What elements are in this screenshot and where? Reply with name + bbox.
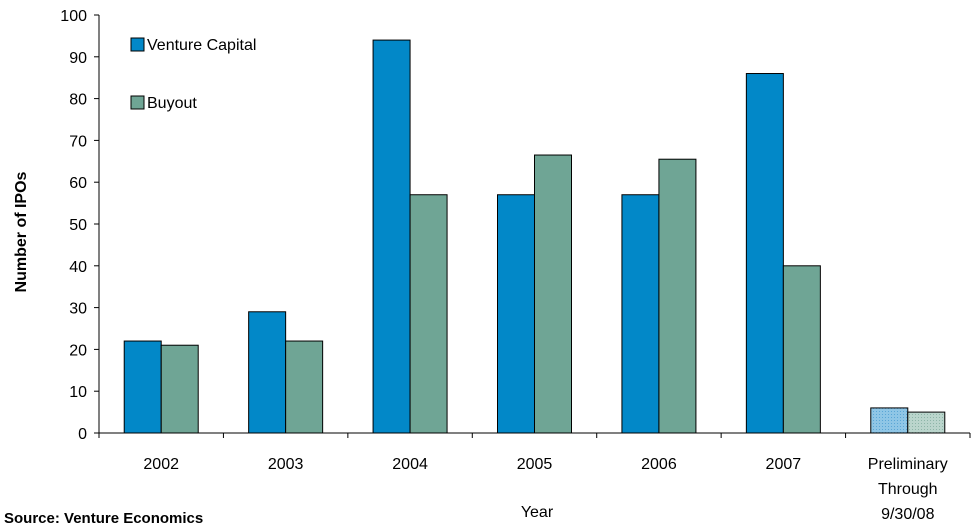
bar-venture-capital-3 (497, 194, 535, 434)
bar-buyout-0 (160, 344, 199, 434)
bar-venture-capital-1 (248, 311, 287, 434)
y-tick-label: 30 (69, 301, 87, 318)
bar-venture-capital-0 (123, 340, 162, 434)
bars (123, 39, 946, 434)
bar-venture-capital-6 (870, 407, 909, 434)
x-tick-label: 2006 (641, 456, 677, 473)
x-tick-label: 2005 (517, 456, 553, 473)
bar-buyout-6 (907, 411, 946, 434)
x-axis-title: Year (521, 504, 554, 521)
y-tick-label: 40 (69, 259, 87, 276)
y-tick-label: 0 (78, 426, 87, 443)
bar-buyout-4 (658, 158, 697, 434)
y-tick-label: 60 (69, 175, 87, 192)
x-tick-label: 2003 (268, 456, 304, 473)
y-tick-label: 20 (69, 342, 87, 359)
legend-swatch-venture-capital (130, 37, 145, 52)
y-tick-label: 70 (69, 133, 87, 150)
y-tick-label: 80 (69, 92, 87, 109)
x-tick-label: 2007 (766, 456, 802, 473)
legend-label-venture-capital: Venture Capital (147, 37, 256, 54)
bar-buyout-1 (285, 340, 324, 434)
x-tick-label: Through (878, 481, 938, 498)
bar-venture-capital-2 (372, 39, 411, 434)
bar-buyout-2 (409, 194, 448, 434)
x-tick-label: 2002 (143, 456, 179, 473)
bar-buyout-5 (782, 265, 821, 434)
source-note: Source: Venture Economics (4, 510, 204, 527)
y-tick-label: 50 (69, 217, 87, 234)
y-tick-label: 100 (60, 8, 87, 25)
bar-venture-capital-4 (621, 194, 660, 434)
y-tick-label: 10 (69, 384, 87, 401)
bar-venture-capital-5 (745, 73, 784, 434)
x-tick-label: 9/30/08 (881, 506, 934, 523)
legend: Venture Capital Buyout (130, 37, 256, 112)
legend-label-buyout: Buyout (147, 95, 197, 112)
y-axis-title: Number of IPOs (13, 171, 30, 292)
bar-buyout-3 (534, 154, 572, 434)
y-tick-label: 90 (69, 50, 87, 67)
x-tick-label: Preliminary (868, 456, 948, 473)
legend-swatch-buyout (130, 95, 145, 110)
labels: 0 10 20 30 40 50 60 70 80 90 100 2002 2003 2004 2005 20… (60, 8, 947, 523)
x-tick-label: 2004 (392, 456, 428, 473)
